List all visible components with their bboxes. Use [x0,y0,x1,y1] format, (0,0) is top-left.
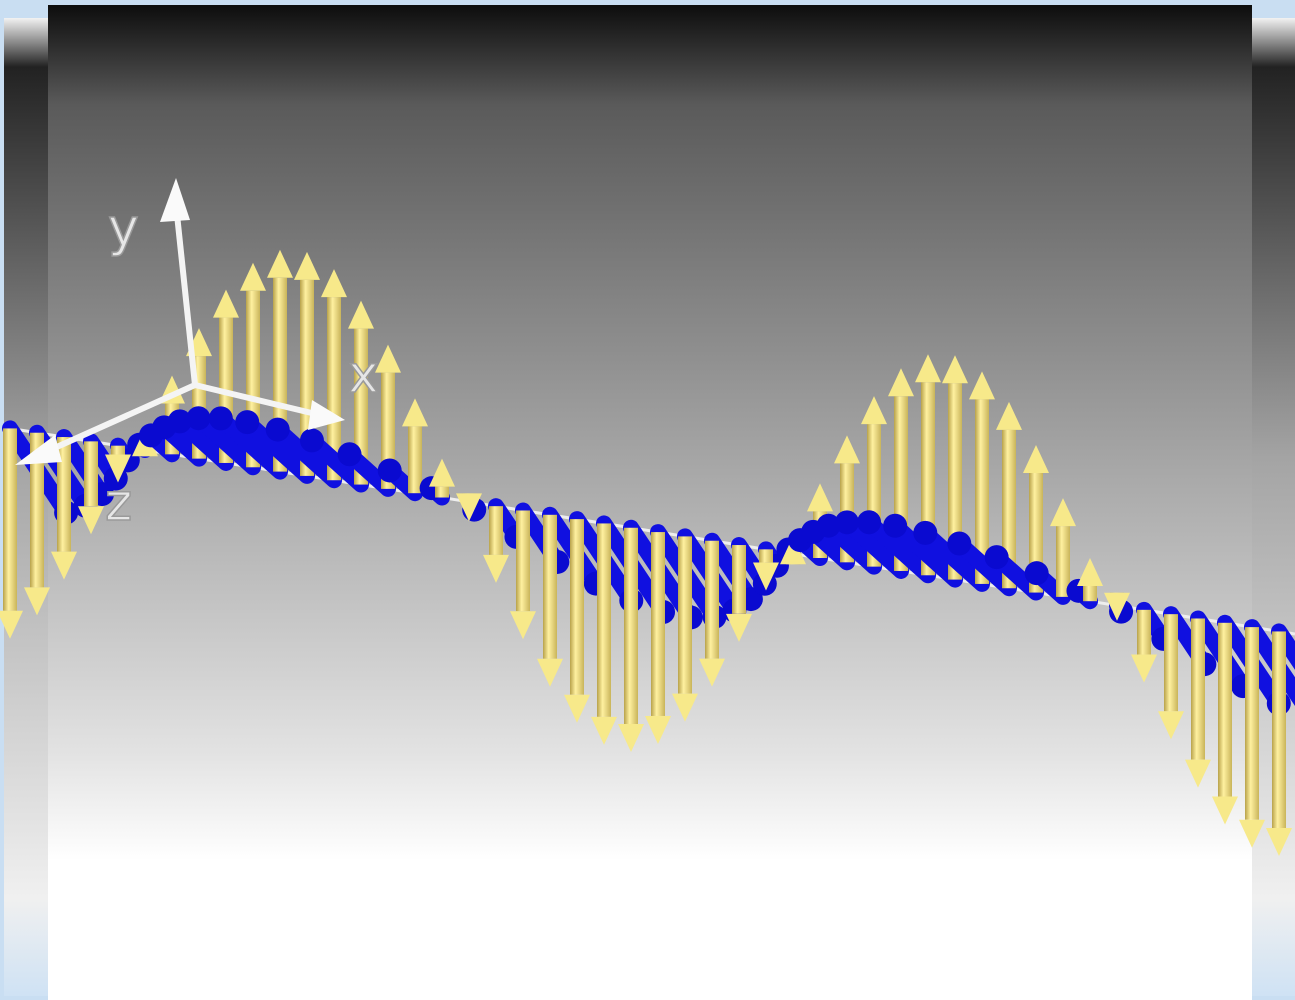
b-field-head [985,545,1009,569]
e-field-shaft [111,446,125,455]
b-field-head [338,442,362,466]
e-field-shaft [705,541,719,659]
e-field-shaft [732,545,746,614]
viewport [48,5,1252,1000]
b-field-head [235,410,259,434]
y-axis-label: y [108,198,139,258]
x-axis-label: x [348,345,379,405]
page: y x z (() => { const data = JSON.parse(d… [0,0,1295,1000]
b-field-head [835,510,859,534]
e-field-shaft [570,519,584,695]
e-field-shaft [678,536,692,693]
e-field-shaft [516,510,530,611]
e-field-shaft [543,515,557,659]
e-field-shaft [1191,618,1205,759]
e-field-shaft [759,549,773,562]
e-field-shaft [489,506,503,555]
e-field-shaft [651,532,665,716]
e-field-shaft [1083,586,1097,601]
e-field-shaft [1164,614,1178,711]
b-field-head [1025,561,1049,585]
e-field-shaft [1218,623,1232,797]
e-field-shaft [408,426,422,493]
z-axis-label: z [105,473,132,533]
scene: y x z [0,0,1295,1000]
b-field-head [186,406,210,430]
b-field-head [913,521,937,545]
b-field-head [266,418,290,442]
e-field-shaft [1245,627,1259,820]
e-field-shaft [597,523,611,716]
b-field-head [300,428,324,452]
e-field-shaft [624,528,638,724]
e-field-shaft [3,428,17,610]
b-field-head [883,514,907,538]
b-field-head [947,532,971,556]
b-field-head [378,458,402,482]
e-field-shaft [1137,610,1151,655]
e-field-shaft [84,441,98,506]
e-field-shaft [1272,631,1286,828]
e-field-shaft [435,487,449,498]
b-field-head [857,510,881,534]
b-field-head [209,406,233,430]
